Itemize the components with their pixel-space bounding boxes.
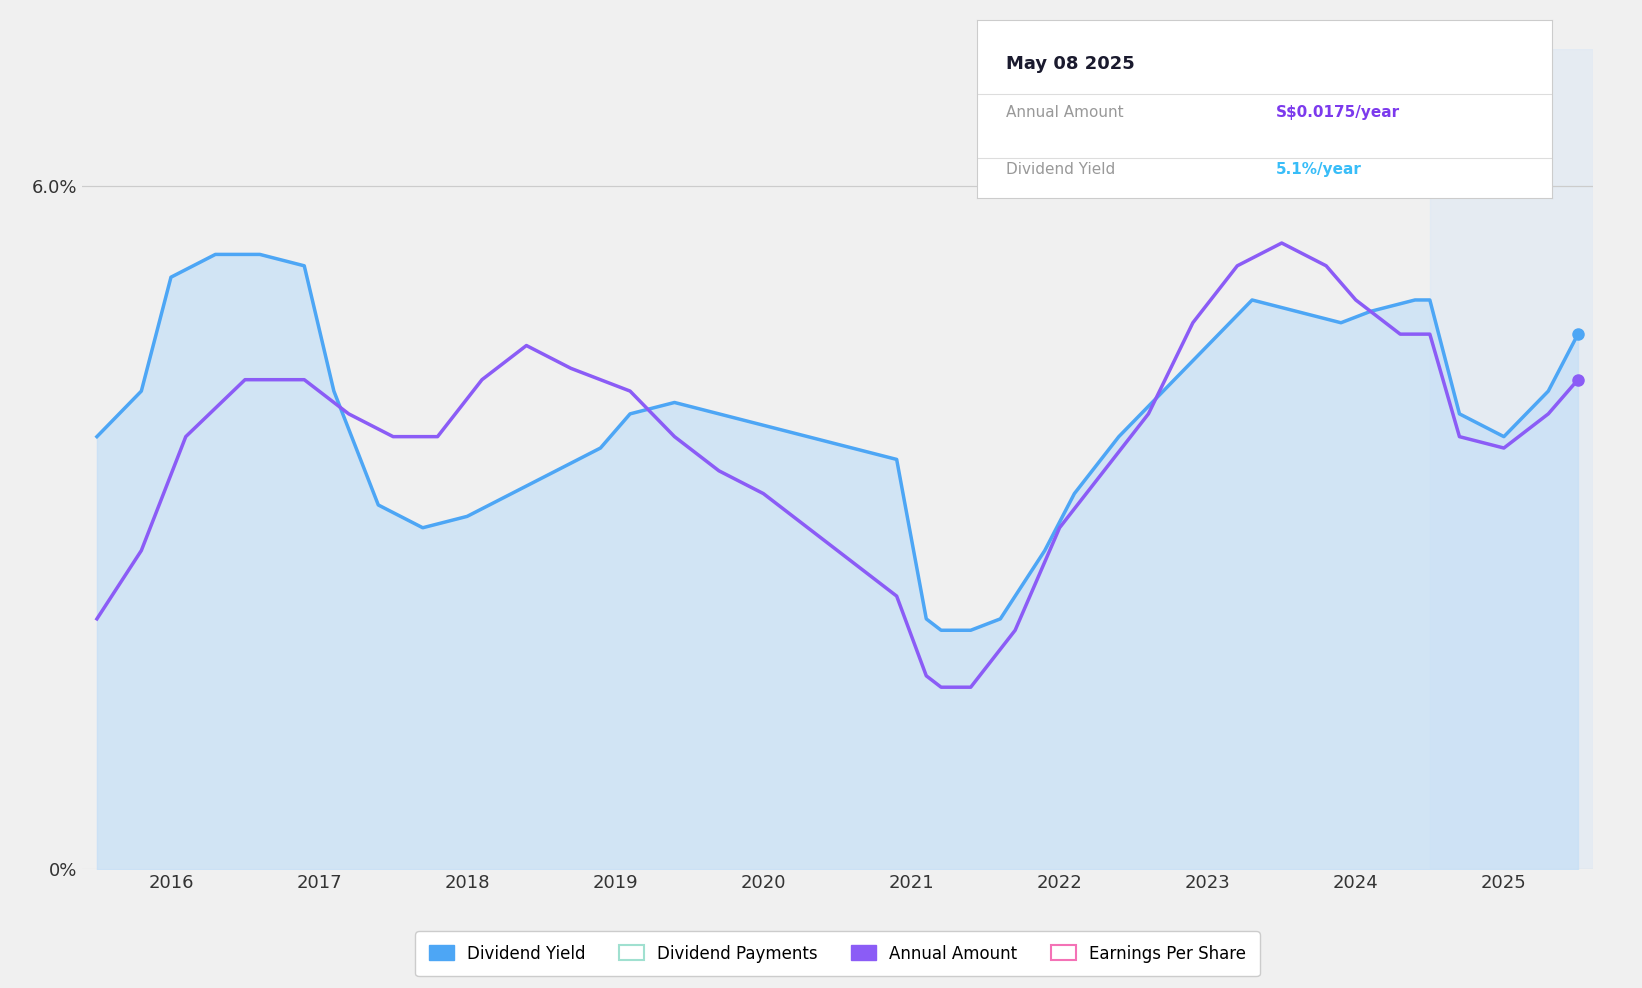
Text: S$0.0175/year: S$0.0175/year: [1276, 105, 1401, 121]
Text: May 08 2025: May 08 2025: [1005, 55, 1135, 73]
Legend: Dividend Yield, Dividend Payments, Annual Amount, Earnings Per Share: Dividend Yield, Dividend Payments, Annua…: [415, 932, 1259, 976]
Text: Past: Past: [1433, 115, 1470, 133]
Text: Dividend Yield: Dividend Yield: [1005, 162, 1115, 177]
Bar: [1430, 49, 1593, 869]
Text: 5.1%/year: 5.1%/year: [1276, 162, 1361, 177]
Text: Annual Amount: Annual Amount: [1005, 105, 1123, 121]
